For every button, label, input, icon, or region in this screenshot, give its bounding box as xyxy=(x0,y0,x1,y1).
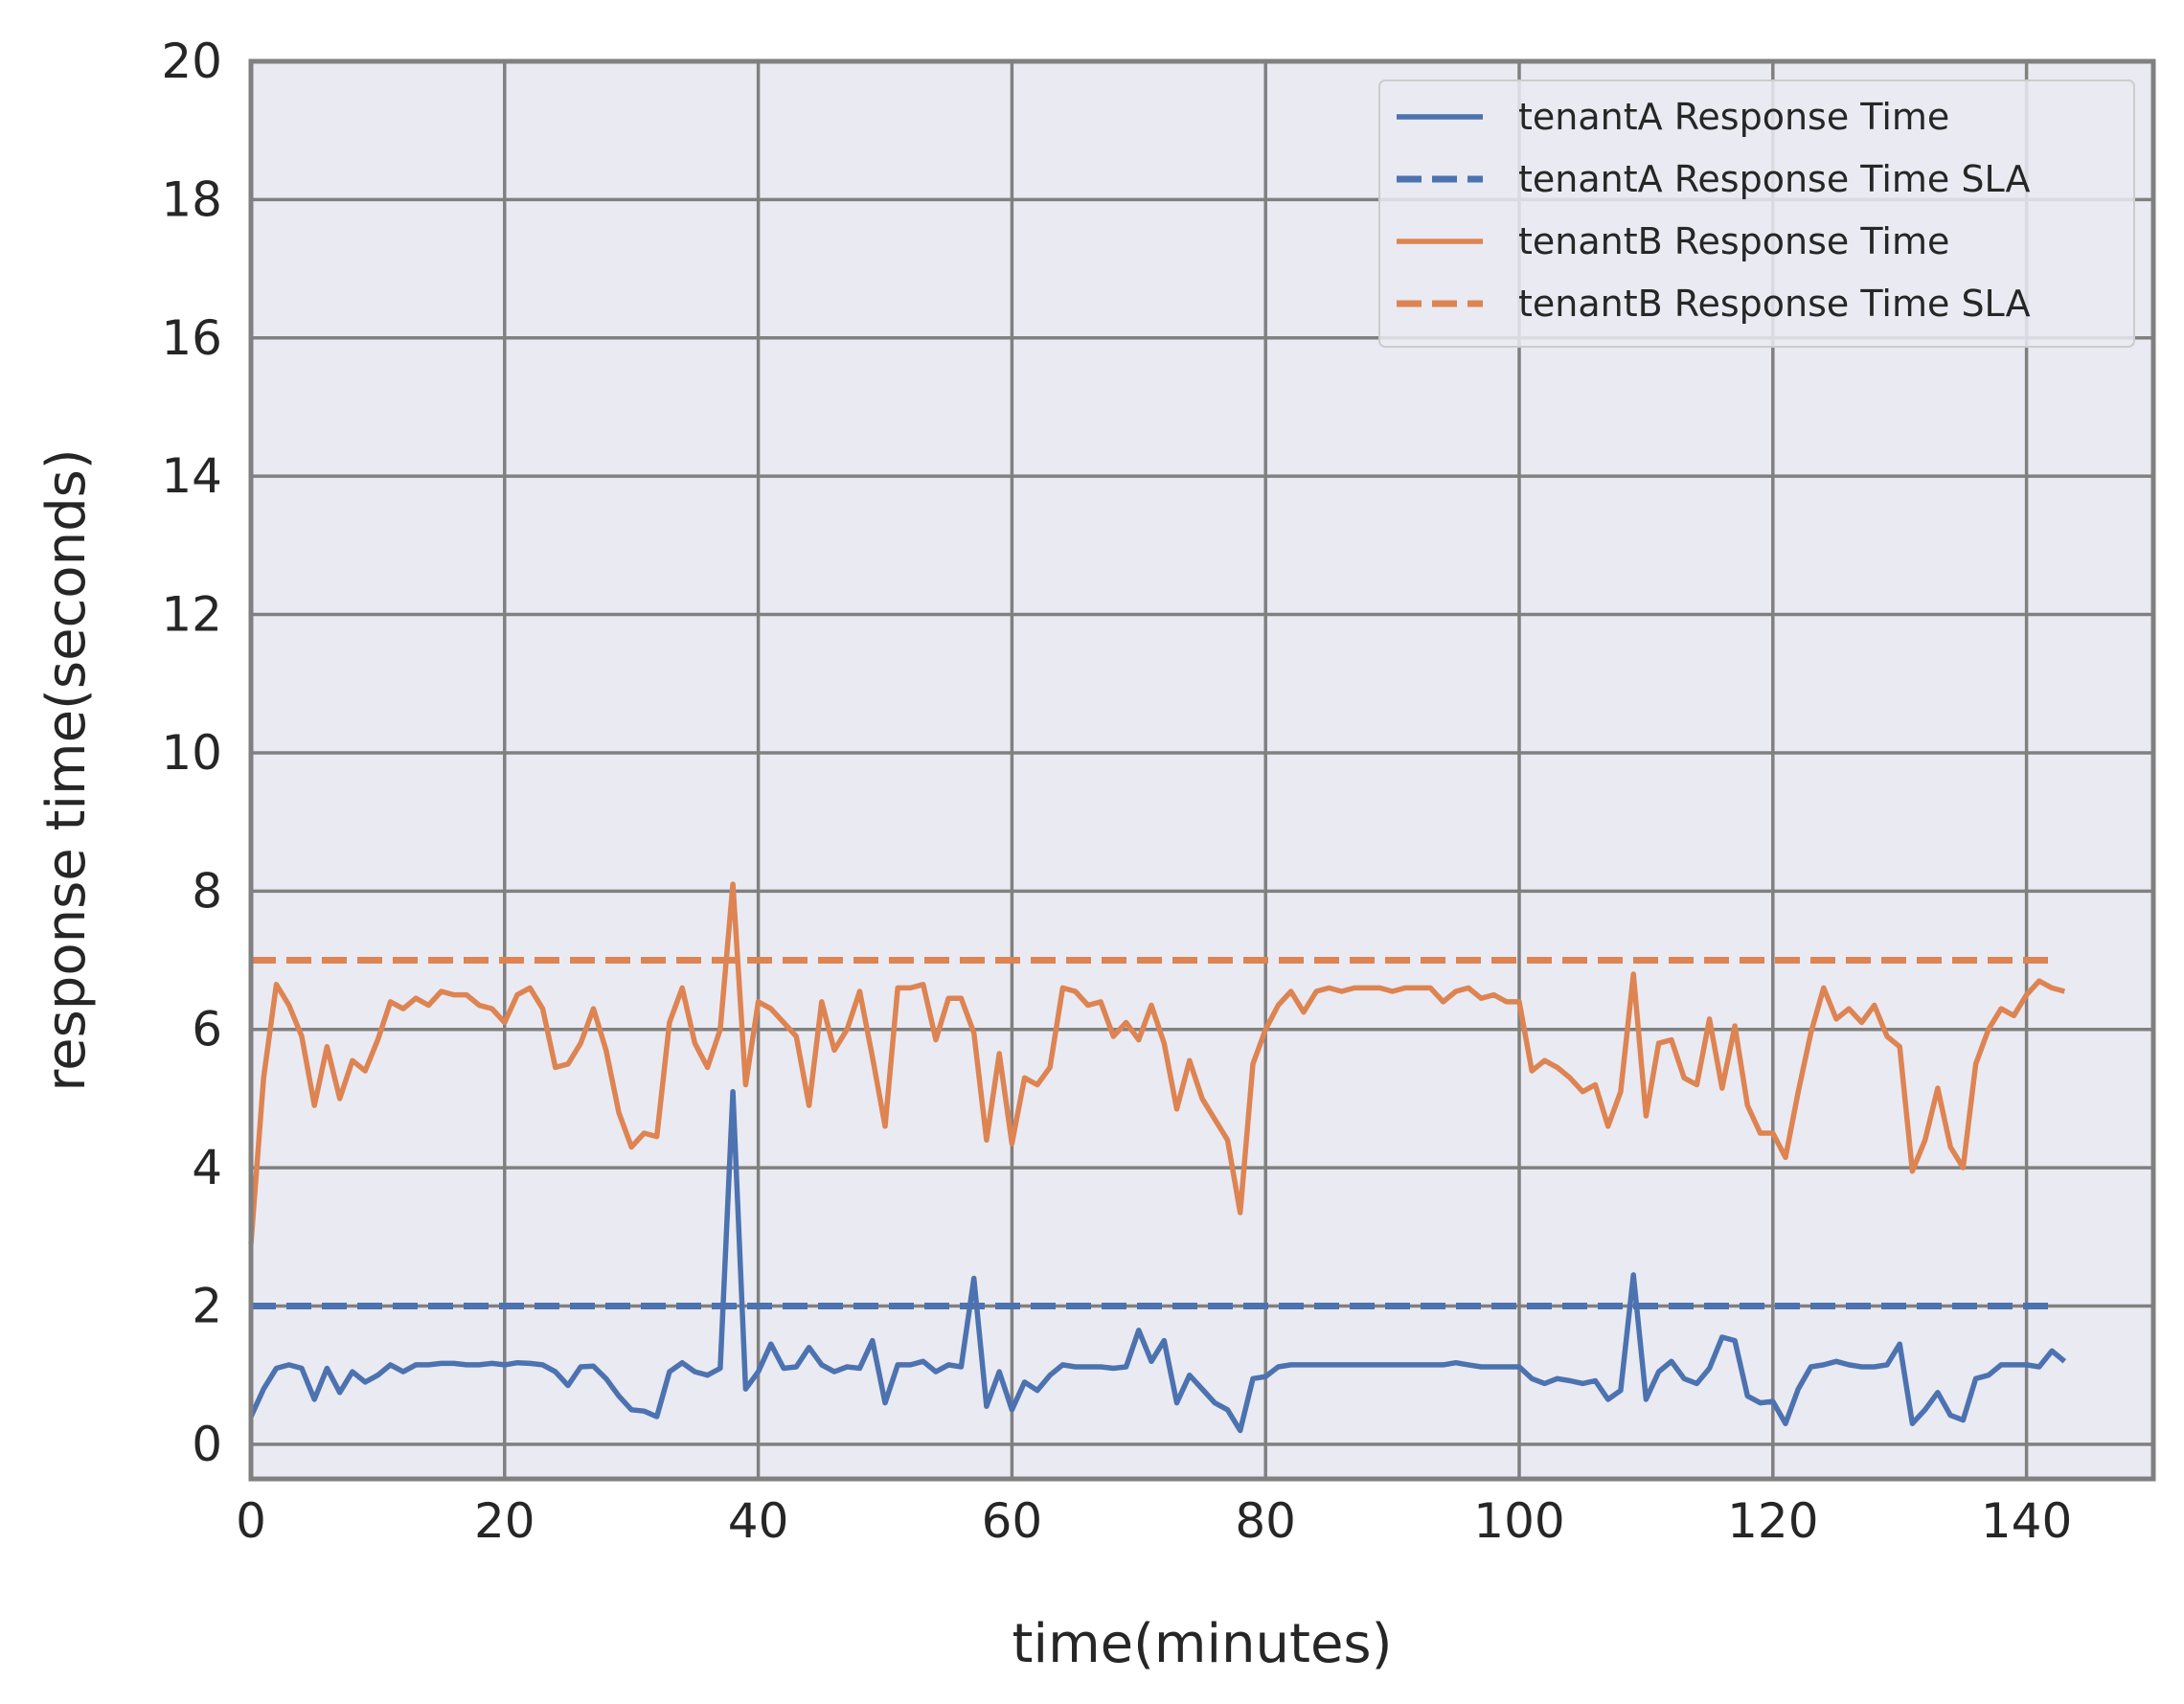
y-tick-label: 10 xyxy=(161,725,222,781)
legend-label: tenantA Response Time SLA xyxy=(1518,158,2031,200)
y-axis-title: response time(seconds) xyxy=(35,448,98,1091)
legend-box xyxy=(1378,80,2135,348)
series-line-1 xyxy=(248,1088,2067,1434)
y-axis: 0 2 4 6 8 10 12 14 16 18 20 xyxy=(161,34,222,1472)
y-tick-label: 0 xyxy=(192,1417,222,1472)
y-tick-label: 14 xyxy=(161,448,222,504)
x-axis-title: time(minutes) xyxy=(1012,1613,1393,1675)
x-tick-label: 20 xyxy=(474,1493,535,1549)
series-layer xyxy=(248,881,2067,1434)
x-tick-label: 120 xyxy=(1727,1493,1818,1549)
y-tick-label: 4 xyxy=(192,1140,222,1195)
x-tick-label: 40 xyxy=(728,1493,789,1549)
y-tick-label: 6 xyxy=(192,1002,222,1057)
y-tick-label: 18 xyxy=(161,171,222,227)
x-axis: 0 20 40 60 80 100 120 140 xyxy=(236,1493,2072,1549)
legend: tenantA Response Time tenantA Response Ti… xyxy=(1378,80,2135,348)
legend-label: tenantB Response Time xyxy=(1518,220,1949,262)
y-tick-label: 2 xyxy=(192,1279,222,1334)
y-tick-label: 16 xyxy=(161,310,222,366)
x-tick-label: 140 xyxy=(1981,1493,2072,1549)
x-tick-label: 60 xyxy=(982,1493,1043,1549)
legend-label: tenantB Response Time SLA xyxy=(1518,283,2031,325)
legend-label: tenantA Response Time xyxy=(1518,96,1949,138)
x-tick-label: 100 xyxy=(1473,1493,1564,1549)
x-tick-label: 80 xyxy=(1235,1493,1296,1549)
y-tick-label: 20 xyxy=(161,34,222,89)
x-tick-label: 0 xyxy=(236,1493,266,1549)
series-line-3 xyxy=(248,881,2066,1244)
y-tick-label: 12 xyxy=(161,587,222,643)
plot-frame xyxy=(248,58,2156,1482)
y-tick-label: 8 xyxy=(192,863,222,919)
